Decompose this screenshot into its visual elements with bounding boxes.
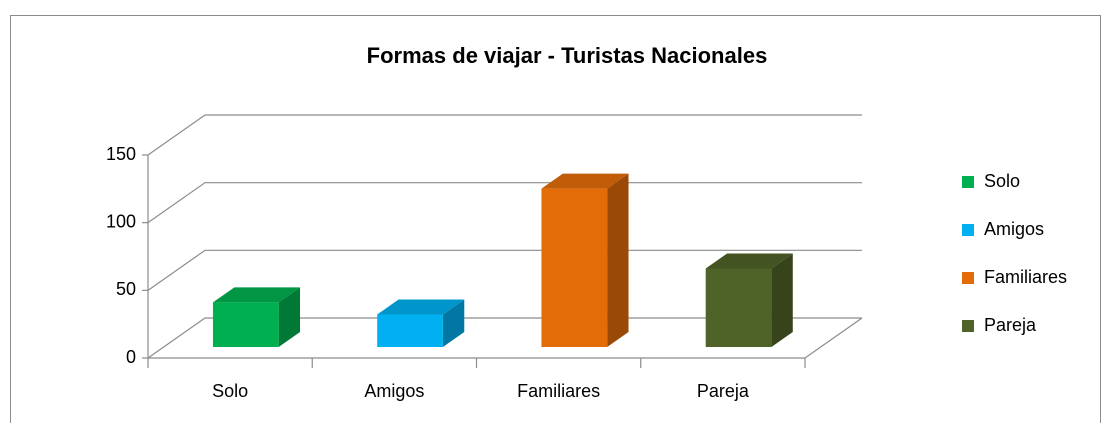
grid-line [147,182,862,224]
x-tick-label: Familiares [517,381,600,401]
bar-top [212,287,301,303]
legend-label: Pareja [984,315,1037,335]
y-tick-label: 100 [106,211,136,231]
bar [541,173,629,347]
bar-front [541,188,608,347]
bar [705,253,793,347]
bar-top [541,173,629,189]
bar-front [377,314,443,347]
legend-swatch [962,176,974,188]
bar-side [442,299,465,347]
legend-label: Familiares [984,267,1067,287]
bar-side [771,253,793,347]
x-tick-label: Solo [212,381,248,401]
x-tick-label: Amigos [364,381,424,401]
x-tick-label: Pareja [697,381,750,401]
y-tick-label: 50 [116,279,136,299]
bar-top [705,253,793,269]
bar-side [278,287,301,347]
legend-swatch [962,224,974,236]
y-tick-label: 150 [106,144,136,164]
legend-swatch [962,320,974,332]
bar-front [705,268,772,347]
legend-label: Amigos [984,219,1044,239]
grid-line [147,249,862,291]
floor-edge [804,317,863,359]
y-tick-label: 0 [126,347,136,367]
chart-title: Formas de viajar - Turistas Nacionales [367,43,768,68]
bar-front [212,302,279,347]
bar [377,299,465,347]
legend-label: Solo [984,171,1020,191]
grid-line [147,114,862,156]
bar-top [377,299,465,315]
bar [212,287,301,347]
legend-swatch [962,272,974,284]
grid-line [147,317,862,359]
bar-side [607,173,629,347]
